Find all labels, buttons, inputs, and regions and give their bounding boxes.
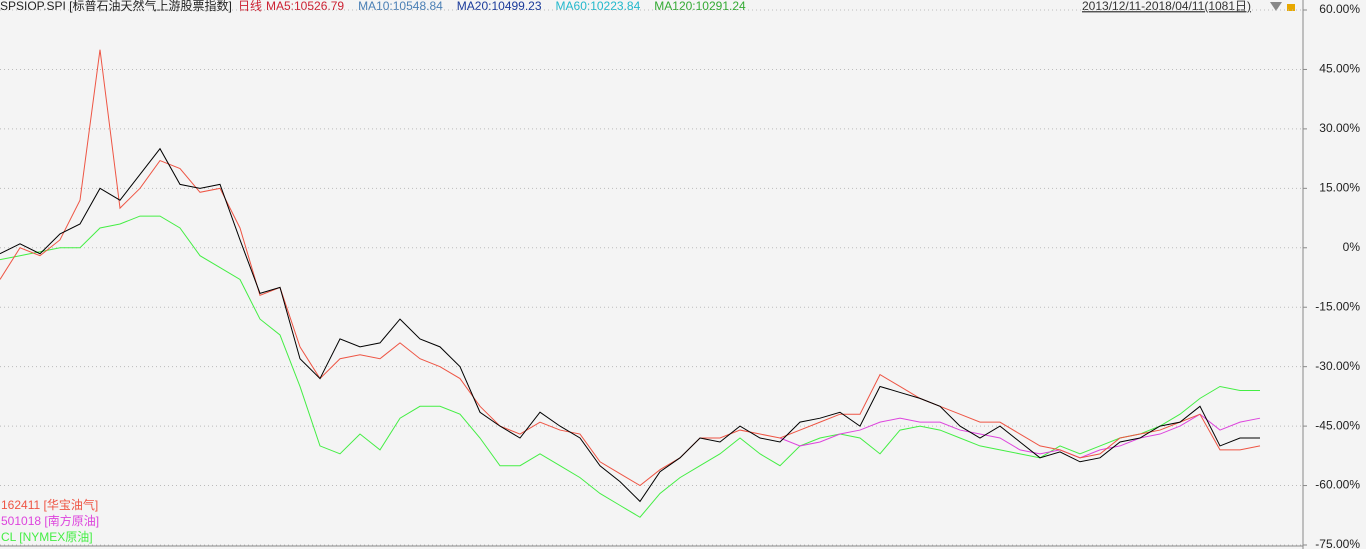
y-tick-label: -15.00%	[1315, 299, 1360, 313]
indicator: MA60:10223.84	[556, 0, 641, 13]
y-tick-label: -60.00%	[1315, 478, 1360, 492]
legend-entry: CL [NYMEX原油]	[1, 530, 93, 544]
y-tick-label: 45.00%	[1319, 62, 1360, 76]
indicator: MA5:10526.79	[266, 0, 344, 13]
chart-title: SPSIOP.SPI [标普石油天然气上游股票指数]	[0, 0, 232, 13]
dropdown-icon[interactable]	[1270, 2, 1282, 11]
y-tick-label: 0%	[1343, 240, 1361, 254]
indicator: MA20:10499.23	[457, 0, 542, 13]
y-tick-label: 60.00%	[1319, 2, 1360, 16]
y-tick-label: 15.00%	[1319, 181, 1360, 195]
legend-entry: 501018 [南方原油]	[1, 513, 99, 528]
y-tick-label: 30.00%	[1319, 121, 1360, 135]
series-line	[779, 413, 1261, 459]
date-range[interactable]: 2013/12/11-2018/04/11(1081日)	[1082, 0, 1251, 13]
indicator: MA10:10548.84	[358, 0, 443, 13]
y-tick-label: -75.00%	[1315, 537, 1360, 549]
legend-entry: 162411 [华宝油气]	[1, 497, 98, 512]
y-tick-label: -45.00%	[1315, 418, 1360, 432]
period: 日线	[238, 0, 262, 13]
series-line	[0, 147, 1260, 503]
series-line	[0, 49, 1261, 487]
y-tick-label: -30.00%	[1315, 359, 1360, 373]
indicator: MA120:10291.24	[654, 0, 746, 13]
lock-icon[interactable]	[1287, 4, 1295, 11]
